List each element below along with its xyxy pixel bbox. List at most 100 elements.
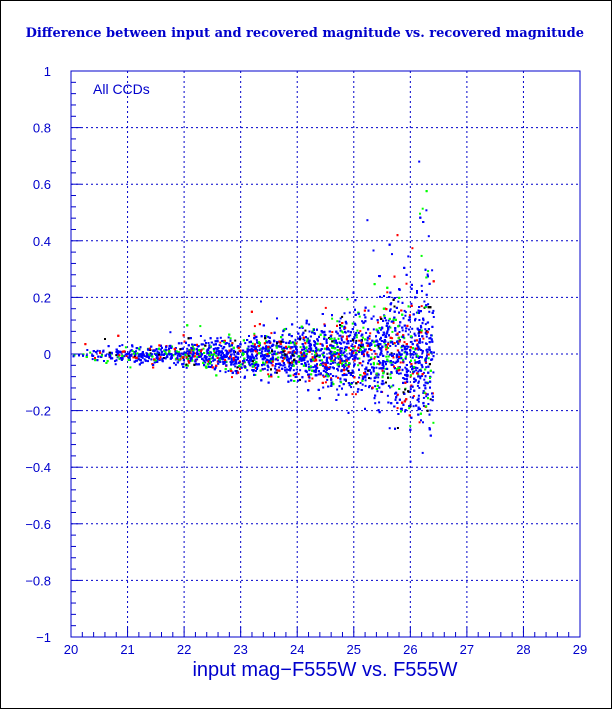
data-point: [335, 375, 338, 378]
data-point: [214, 347, 217, 350]
data-point: [251, 369, 254, 371]
data-point: [426, 273, 429, 276]
data-point: [404, 350, 407, 353]
data-point: [165, 352, 168, 355]
data-point: [399, 356, 402, 359]
data-point: [417, 406, 420, 409]
data-point: [123, 350, 126, 353]
data-point: [308, 376, 311, 379]
data-point: [428, 282, 431, 285]
data-point: [289, 341, 292, 344]
data-point: [230, 363, 233, 365]
data-point: [335, 341, 338, 344]
data-point: [391, 253, 393, 256]
data-point: [159, 344, 162, 347]
data-point: [392, 298, 395, 301]
data-point: [318, 397, 321, 400]
data-point: [253, 325, 256, 328]
data-point: [157, 351, 160, 354]
data-point: [109, 357, 112, 360]
data-point: [378, 327, 381, 330]
data-point: [275, 371, 278, 374]
data-point: [420, 363, 423, 366]
data-point: [405, 364, 408, 366]
data-point: [151, 355, 154, 358]
data-point: [418, 319, 421, 321]
data-point: [115, 354, 118, 357]
data-point: [313, 369, 316, 372]
data-point: [325, 341, 328, 344]
data-point: [417, 375, 420, 378]
data-point: [139, 359, 142, 362]
data-point: [147, 348, 150, 351]
data-point: [121, 354, 124, 357]
data-point: [368, 347, 371, 350]
data-point: [424, 368, 427, 371]
data-point: [393, 405, 396, 408]
data-point: [355, 336, 358, 339]
data-point: [319, 342, 322, 345]
data-point: [352, 358, 354, 361]
data-point: [250, 310, 253, 313]
data-point: [307, 366, 310, 369]
data-point: [410, 384, 413, 387]
data-point: [360, 334, 363, 337]
data-point: [404, 311, 407, 314]
data-point: [283, 354, 286, 357]
data-point: [414, 379, 417, 382]
data-point: [422, 371, 425, 374]
data-points: [72, 160, 435, 463]
data-point: [254, 346, 257, 348]
data-point: [187, 352, 190, 355]
data-point: [143, 358, 146, 361]
data-point: [383, 317, 386, 319]
data-point: [237, 346, 240, 349]
data-point: [378, 401, 381, 404]
data-point: [299, 378, 301, 381]
data-point: [330, 377, 333, 380]
data-point: [330, 385, 333, 387]
data-point: [148, 347, 151, 350]
data-point: [264, 337, 267, 340]
data-point: [294, 376, 297, 378]
data-point: [403, 337, 406, 340]
data-point: [341, 374, 344, 377]
data-point: [288, 351, 291, 354]
data-point: [395, 396, 398, 399]
data-point: [322, 374, 325, 377]
data-point: [228, 345, 231, 348]
data-point: [326, 345, 328, 348]
data-point: [417, 355, 419, 358]
data-point: [397, 372, 400, 375]
data-point: [420, 375, 423, 377]
data-point: [263, 355, 266, 358]
data-point: [324, 366, 327, 369]
data-point: [318, 335, 320, 338]
data-point: [325, 340, 328, 343]
data-point: [96, 349, 99, 352]
data-point: [326, 356, 329, 359]
data-point: [276, 369, 279, 372]
data-point: [336, 332, 339, 335]
data-point: [170, 345, 173, 348]
data-point: [419, 407, 421, 410]
data-point: [405, 368, 408, 371]
data-point: [150, 358, 153, 361]
data-point: [330, 344, 333, 347]
data-point: [399, 372, 402, 375]
data-point: [121, 344, 124, 347]
data-point: [418, 369, 421, 372]
data-point: [210, 351, 212, 354]
data-point: [329, 350, 332, 353]
data-point: [393, 275, 396, 278]
data-point: [273, 352, 276, 355]
data-point: [390, 302, 393, 305]
data-point: [404, 314, 407, 317]
data-point: [275, 346, 278, 349]
data-point: [164, 351, 167, 354]
data-point: [376, 384, 379, 387]
data-point: [283, 363, 286, 366]
data-point: [289, 347, 292, 350]
data-point: [249, 349, 252, 351]
data-point: [358, 368, 360, 371]
